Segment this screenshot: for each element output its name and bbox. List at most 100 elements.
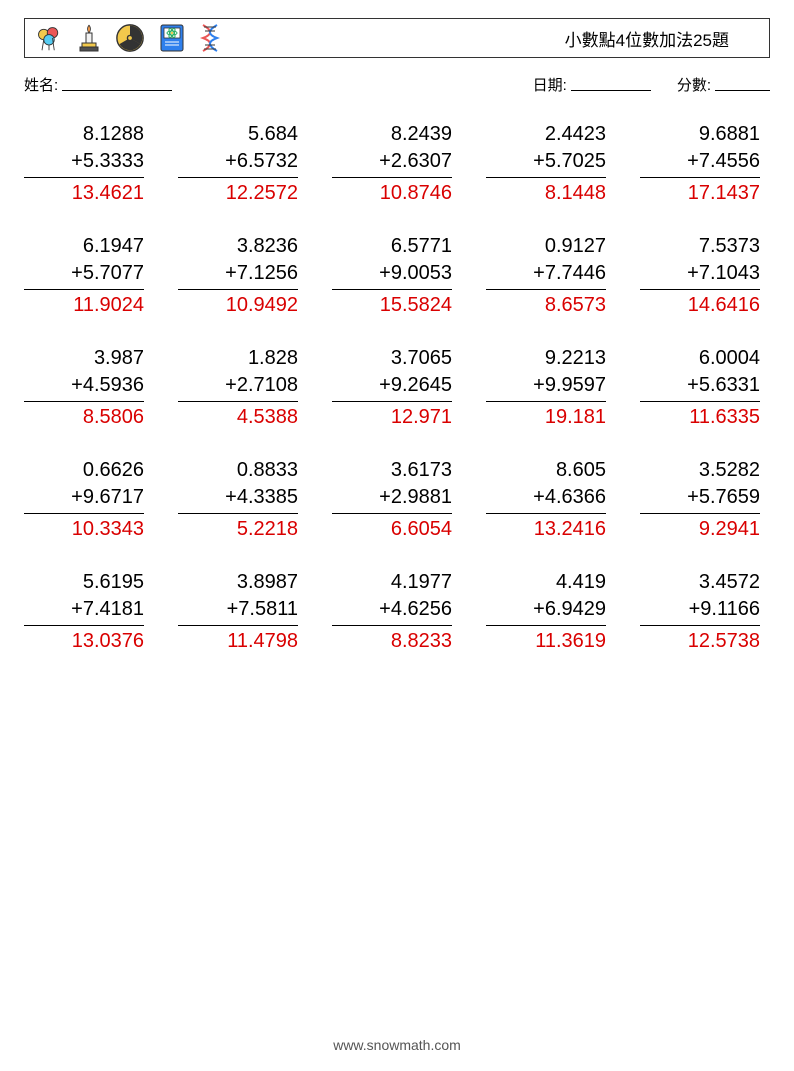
- addend-a: 5.6195: [24, 569, 144, 596]
- addend-b: +7.4556: [640, 148, 760, 178]
- addend-b: +4.6366: [486, 484, 606, 514]
- problem: 0.6626+9.671710.3343: [24, 457, 154, 543]
- problem: 3.7065+9.264512.971: [332, 345, 462, 431]
- balloons-icon: [35, 24, 63, 52]
- science-book-icon: [159, 23, 185, 53]
- answer: 11.4798: [178, 626, 298, 655]
- answer: 10.9492: [178, 290, 298, 319]
- addend-b: +5.7659: [640, 484, 760, 514]
- problem: 1.828+2.71084.5388: [178, 345, 308, 431]
- addend-b: +9.6717: [24, 484, 144, 514]
- problem: 8.2439+2.630710.8746: [332, 121, 462, 207]
- problem: 2.4423+5.70258.1448: [486, 121, 616, 207]
- header-icons: [35, 23, 221, 53]
- problem: 6.0004+5.633111.6335: [640, 345, 770, 431]
- header-bar: 小數點4位數加法25題: [24, 18, 770, 58]
- answer: 10.8746: [332, 178, 452, 207]
- answer: 4.5388: [178, 402, 298, 431]
- answer: 12.2572: [178, 178, 298, 207]
- addend-a: 6.1947: [24, 233, 144, 260]
- addend-b: +5.6331: [640, 372, 760, 402]
- candle-icon: [77, 23, 101, 53]
- answer: 15.5824: [332, 290, 452, 319]
- addend-a: 3.7065: [332, 345, 452, 372]
- addend-b: +6.5732: [178, 148, 298, 178]
- answer: 8.6573: [486, 290, 606, 319]
- addend-a: 3.6173: [332, 457, 452, 484]
- addend-a: 0.6626: [24, 457, 144, 484]
- footer-url: www.snowmath.com: [0, 1037, 794, 1053]
- addend-b: +4.3385: [178, 484, 298, 514]
- addend-b: +7.1256: [178, 260, 298, 290]
- problem: 6.1947+5.707711.9024: [24, 233, 154, 319]
- name-label: 姓名:: [24, 74, 58, 95]
- addend-a: 1.828: [178, 345, 298, 372]
- worksheet-title: 小數點4位數加法25題: [565, 26, 759, 51]
- answer: 17.1437: [640, 178, 760, 207]
- addend-b: +5.7077: [24, 260, 144, 290]
- problem: 8.1288+5.333313.4621: [24, 121, 154, 207]
- problem: 4.1977+4.62568.8233: [332, 569, 462, 655]
- problem: 5.684+6.573212.2572: [178, 121, 308, 207]
- problem: 3.8987+7.581111.4798: [178, 569, 308, 655]
- answer: 5.2218: [178, 514, 298, 543]
- problem: 0.8833+4.33855.2218: [178, 457, 308, 543]
- addend-a: 5.684: [178, 121, 298, 148]
- addend-b: +9.1166: [640, 596, 760, 626]
- addend-a: 4.1977: [332, 569, 452, 596]
- addend-a: 7.5373: [640, 233, 760, 260]
- date-label: 日期:: [533, 74, 567, 95]
- addend-b: +7.4181: [24, 596, 144, 626]
- problem: 6.5771+9.005315.5824: [332, 233, 462, 319]
- addend-b: +9.2645: [332, 372, 452, 402]
- problem: 3.4572+9.116612.5738: [640, 569, 770, 655]
- answer: 12.971: [332, 402, 452, 431]
- name-field: 姓名:: [24, 74, 172, 95]
- problem: 3.5282+5.76599.2941: [640, 457, 770, 543]
- addend-b: +9.0053: [332, 260, 452, 290]
- addend-b: +6.9429: [486, 596, 606, 626]
- addend-a: 3.987: [24, 345, 144, 372]
- answer: 8.1448: [486, 178, 606, 207]
- score-blank: [715, 74, 770, 91]
- addend-a: 9.6881: [640, 121, 760, 148]
- name-blank: [62, 74, 172, 91]
- score-label: 分數:: [677, 74, 711, 95]
- addend-a: 4.419: [486, 569, 606, 596]
- addend-a: 6.0004: [640, 345, 760, 372]
- addend-a: 8.2439: [332, 121, 452, 148]
- answer: 11.9024: [24, 290, 144, 319]
- problem: 3.987+4.59368.5806: [24, 345, 154, 431]
- addend-b: +2.9881: [332, 484, 452, 514]
- addend-b: +2.6307: [332, 148, 452, 178]
- addend-b: +5.7025: [486, 148, 606, 178]
- addend-b: +9.9597: [486, 372, 606, 402]
- answer: 10.3343: [24, 514, 144, 543]
- answer: 11.6335: [640, 402, 760, 431]
- answer: 13.0376: [24, 626, 144, 655]
- addend-b: +7.7446: [486, 260, 606, 290]
- problem: 9.2213+9.959719.181: [486, 345, 616, 431]
- problem: 3.6173+2.98816.6054: [332, 457, 462, 543]
- addend-a: 8.605: [486, 457, 606, 484]
- addend-a: 0.8833: [178, 457, 298, 484]
- addend-b: +4.5936: [24, 372, 144, 402]
- addend-a: 3.4572: [640, 569, 760, 596]
- radiation-icon: [115, 23, 145, 53]
- answer: 14.6416: [640, 290, 760, 319]
- addend-a: 9.2213: [486, 345, 606, 372]
- answer: 13.2416: [486, 514, 606, 543]
- problem: 4.419+6.942911.3619: [486, 569, 616, 655]
- addend-b: +4.6256: [332, 596, 452, 626]
- date-blank: [571, 74, 651, 91]
- addend-a: 3.5282: [640, 457, 760, 484]
- answer: 13.4621: [24, 178, 144, 207]
- problem: 3.8236+7.125610.9492: [178, 233, 308, 319]
- problem: 9.6881+7.455617.1437: [640, 121, 770, 207]
- answer: 8.5806: [24, 402, 144, 431]
- addend-a: 3.8987: [178, 569, 298, 596]
- problem: 0.9127+7.74468.6573: [486, 233, 616, 319]
- addend-a: 0.9127: [486, 233, 606, 260]
- addend-a: 8.1288: [24, 121, 144, 148]
- answer: 11.3619: [486, 626, 606, 655]
